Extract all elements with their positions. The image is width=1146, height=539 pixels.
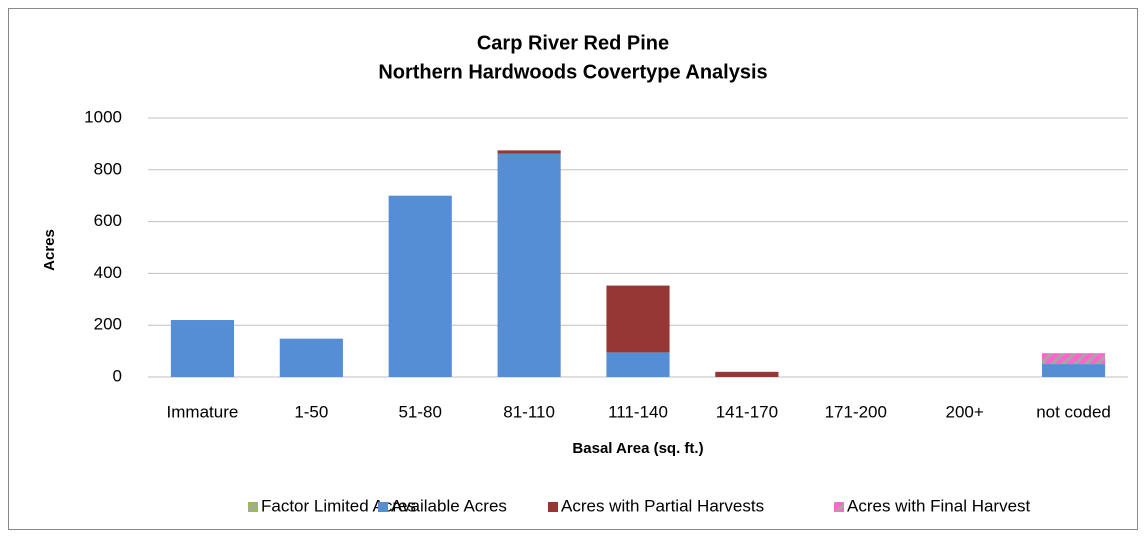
x-tick-label: 111-140 — [608, 402, 668, 421]
y-tick-label: 600 — [94, 211, 122, 230]
chart-border — [8, 8, 1138, 530]
y-tick-label: 200 — [94, 315, 122, 334]
legend-swatch — [248, 502, 258, 512]
y-tick-label: 400 — [94, 263, 122, 282]
chart-title: Carp River Red Pine — [477, 32, 669, 54]
chart-title: Northern Hardwoods Covertype Analysis — [378, 61, 767, 83]
x-tick-label: 200+ — [946, 402, 984, 421]
bar — [497, 153, 561, 377]
bar — [279, 338, 343, 377]
bar — [1041, 364, 1106, 377]
legend-label: Acres with Final Harvest — [847, 496, 1031, 515]
legend-swatch — [548, 502, 558, 512]
y-tick-label: 1000 — [84, 107, 122, 126]
y-tick-label: 0 — [113, 366, 122, 385]
x-tick-label: 51-80 — [398, 402, 441, 421]
legend-label: Acres with Partial Harvests — [561, 496, 764, 515]
bar — [715, 371, 779, 377]
y-tick-label: 800 — [94, 159, 122, 178]
x-tick-label: 141-170 — [716, 402, 778, 421]
x-tick-label: 81-110 — [503, 402, 555, 421]
legend-label: Factor Limited Acres — [261, 496, 416, 515]
legend-swatch — [378, 502, 388, 512]
legend-label: Available Acres — [391, 496, 507, 515]
x-axis-label: Basal Area (sq. ft.) — [572, 440, 703, 457]
legend-swatch — [834, 502, 844, 512]
bar — [497, 150, 561, 154]
x-tick-label: 1-50 — [294, 402, 328, 421]
bar — [1041, 353, 1106, 365]
bar — [606, 285, 670, 353]
x-tick-label: not coded — [1036, 402, 1111, 421]
bar — [388, 195, 452, 377]
bar — [606, 352, 670, 377]
y-axis-label: Acres — [41, 229, 58, 271]
x-tick-label: Immature — [167, 402, 239, 421]
x-tick-label: 171-200 — [825, 402, 887, 421]
bar — [170, 320, 235, 377]
